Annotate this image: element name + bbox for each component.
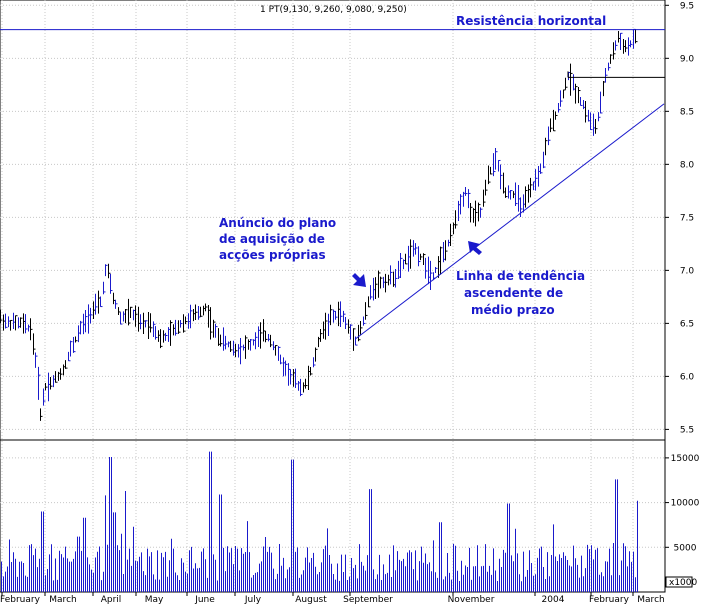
volume-scale-label: x1000 [669,578,698,588]
price-tick-label: 9.0 [680,54,695,64]
y-axis-volume: 5000 10000 15000 [665,454,700,553]
time-tick-label: 2004 [542,595,565,604]
trendline-line-3: médio prazo [471,303,555,317]
price-tick-label: 7.0 [680,266,695,276]
announcement-line-1: Anúncio do plano [219,216,336,230]
volume-tick-label: 15000 [671,454,700,464]
arrow-trend-icon [468,241,482,255]
price-bars [0,28,638,421]
x-axis: February March April May June July August Septe… [0,592,665,604]
time-tick-label: March [49,595,76,604]
price-tick-label: 9.5 [680,1,694,11]
time-tick-label: July [244,595,262,604]
trendline-line-2: ascendente de [464,286,563,300]
price-tick-label: 7.5 [680,213,694,223]
time-tick-label: March [637,595,664,604]
arrow-announce-icon [352,273,366,287]
time-tick-label: September [343,595,393,604]
trendline-line-1: Linha de tendência [456,269,585,283]
announcement-line-2: de aquisição de [219,232,325,246]
time-tick-label: May [145,595,164,604]
resistance-annotation: Resistência horizontal [456,14,606,28]
price-tick-label: 8.5 [680,107,694,117]
time-tick-label: February [0,595,41,604]
volume-scale-box [665,576,693,588]
volume-bars [1,451,638,592]
time-tick-label: November [448,595,495,604]
price-tick-label: 8.0 [680,160,695,170]
volume-tick-label: 5000 [674,543,697,553]
legend-text: 1 PT(9,130, 9,260, 9,080, 9,250) [260,5,407,15]
price-tick-label: 5.5 [680,425,694,435]
announcement-line-3: acções próprias [219,248,326,262]
time-tick-label: June [194,595,215,604]
price-tick-label: 6.5 [680,319,694,329]
time-tick-label: August [295,595,327,604]
volume-panel-border [0,439,666,593]
trend-line [354,103,665,340]
price-tick-label: 6.0 [680,372,695,382]
time-tick-label: April [101,595,122,604]
y-axis-price: 5.5 6.0 6.5 7.0 7.5 8.0 8.5 9.0 9.5 [665,1,694,435]
plot-frame [0,0,666,593]
time-tick-label: February [589,595,630,604]
volume-tick-label: 10000 [671,499,700,509]
